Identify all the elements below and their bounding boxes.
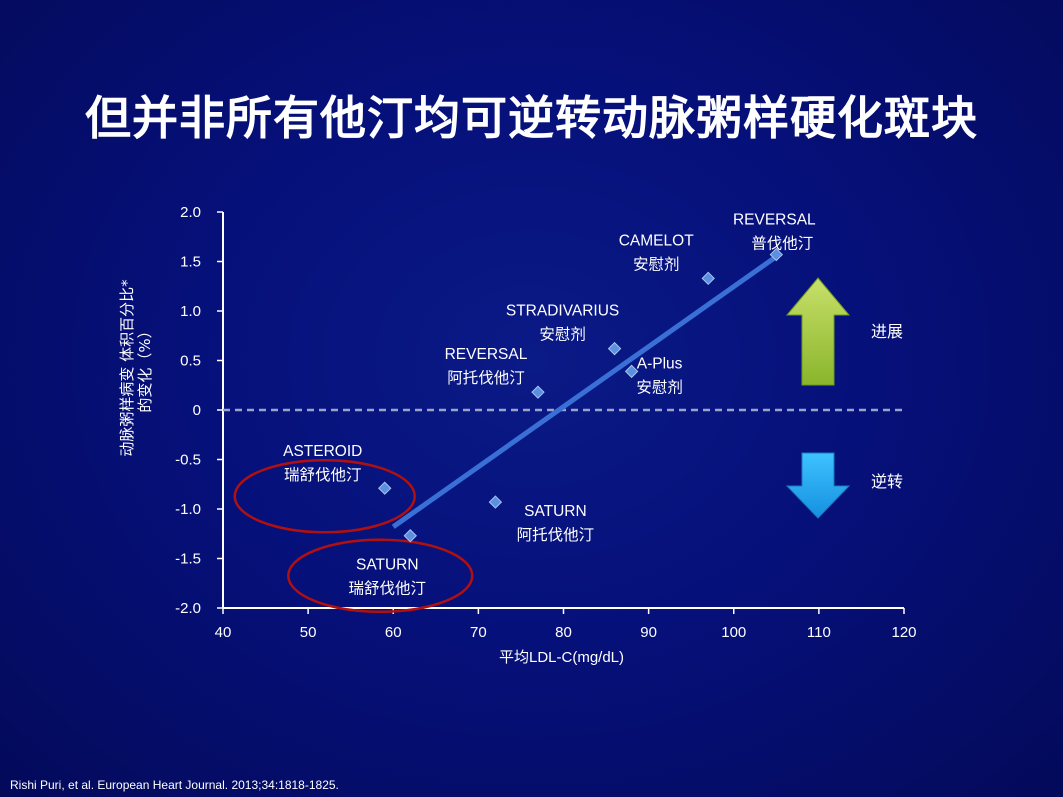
y-tick-label: 0 [193,402,201,419]
data-point [607,341,622,356]
point-label-drug: 阿托伐他汀 [447,369,525,387]
data-point [403,529,417,543]
y-tick-label: -2.0 [175,600,201,617]
y-axis-label: 动脉粥样病变 体积百分比* 的变化（%） [118,279,154,457]
trend-line [391,254,778,529]
x-tick-label: 40 [215,624,232,641]
axes: 2.0 1.5 1.0 0.5 0 -0.5 -1.0 -1.5 -2.0 40 50 60 70 80 9… [118,204,917,666]
x-axis-label: 平均LDL-C(mg/dL) [499,649,624,666]
regression-down-arrow [785,452,851,519]
data-point [769,247,784,262]
data-point [701,271,715,286]
data-point [624,364,639,379]
y-tick-label: -1.5 [175,551,201,568]
y-tick-label: 0.5 [180,353,201,370]
y-axis-label-line: 动脉粥样病变 体积百分比* [118,279,136,457]
point-label-drug: 普伐他汀 [751,235,813,253]
y-tick-label: -1.0 [175,501,201,518]
x-tick-label: 120 [891,624,916,641]
point-label-trial: A-Plus [637,355,683,372]
point-label-trial: REVERSAL [733,212,816,229]
data-points [378,247,784,543]
regression-label: 逆转 [871,472,903,491]
progression-up-arrow [785,277,851,386]
y-tick-label: 1.0 [180,303,201,320]
highlight-circles [233,458,474,613]
point-label-drug: 瑞舒伐他汀 [284,466,362,484]
point-label-drug: 阿托伐他汀 [517,526,595,544]
highlight-circle [233,458,416,534]
x-tick-label: 50 [300,624,317,641]
y-tick-label: 2.0 [180,204,201,221]
citation-footer: Rishi Puri, et al. European Heart Journa… [10,778,339,792]
x-tick-label: 60 [385,624,402,641]
point-label-trial: SATURN [524,503,587,520]
x-tick-label: 80 [555,624,572,641]
x-tick-label: 100 [721,624,746,641]
x-tick-label: 70 [470,624,487,641]
slide-title: 但并非所有他汀均可逆转动脉粥样硬化斑块 [85,91,978,145]
y-tick-label: -0.5 [175,452,201,469]
x-tick-label: 110 [807,624,831,641]
point-label-drug: 瑞舒伐他汀 [349,580,427,598]
highlight-circle [287,538,474,613]
data-point [488,495,503,509]
point-label-trial: STRADIVARIUS [506,303,619,320]
data-point [378,481,392,495]
point-label-trial: ASTEROID [283,443,362,460]
trend-line-layer [391,254,778,529]
y-tick-label: 1.5 [180,254,201,271]
point-labels: REVERSAL 普伐他汀 CAMELOT 安慰剂 STRADIVARIUS 安慰剂 A-P… [283,212,816,598]
point-label-drug: 安慰剂 [539,325,586,344]
progression-label: 进展 [871,322,903,341]
point-label-drug: 安慰剂 [636,377,683,396]
point-label-drug: 安慰剂 [633,254,680,273]
y-axis-label-line: 的变化（%） [136,323,154,412]
point-label-trial: REVERSAL [445,346,528,363]
point-label-trial: CAMELOT [619,232,694,249]
x-tick-label: 90 [640,624,657,641]
data-point [531,385,545,399]
point-label-trial: SATURN [356,557,419,574]
